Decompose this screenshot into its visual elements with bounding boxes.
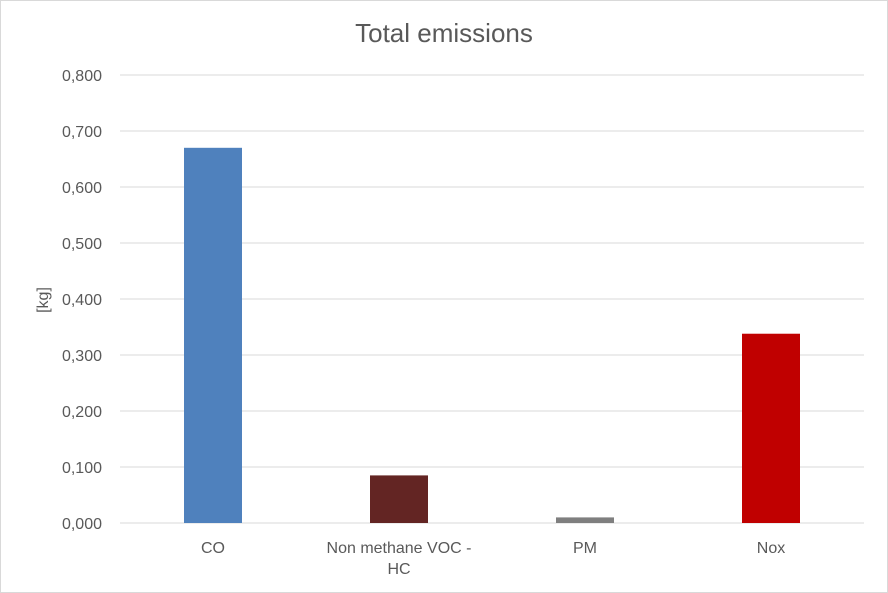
y-tick-label: 0,700 [62, 124, 102, 141]
x-category-label: CO [201, 540, 225, 557]
y-tick-label: 0,100 [62, 460, 102, 477]
x-category-label-line: HC [387, 561, 410, 578]
y-axis-label: [kg] [35, 287, 52, 313]
x-category-label-line: Nox [757, 540, 785, 557]
y-tick-label: 0,600 [62, 180, 102, 197]
y-tick-label: 0,200 [62, 404, 102, 421]
y-tick-label: 0,000 [62, 516, 102, 533]
x-axis-categories: CO Non methane VOC - HC PM Nox [201, 540, 785, 578]
x-category-label-line: Non methane VOC - [327, 540, 472, 557]
x-category-label: PM [573, 540, 597, 557]
x-category-label: Nox [757, 540, 785, 557]
x-category-label-line: PM [573, 540, 597, 557]
bars [184, 147, 800, 524]
y-axis-ticks: 0,000 0,100 0,200 0,300 0,400 0,500 0,600 0,700… [62, 68, 102, 533]
gridlines [120, 74, 864, 524]
y-tick-label: 0,300 [62, 348, 102, 365]
x-category-label-line: CO [201, 540, 225, 557]
chart-title: Total emissions [355, 18, 533, 48]
y-tick-label: 0,400 [62, 292, 102, 309]
bar [184, 147, 242, 524]
bar [742, 333, 800, 523]
x-category-label: Non methane VOC - HC [327, 540, 472, 578]
y-tick-label: 0,500 [62, 236, 102, 253]
y-tick-label: 0,800 [62, 68, 102, 85]
bar [556, 517, 614, 523]
bar [370, 475, 428, 523]
